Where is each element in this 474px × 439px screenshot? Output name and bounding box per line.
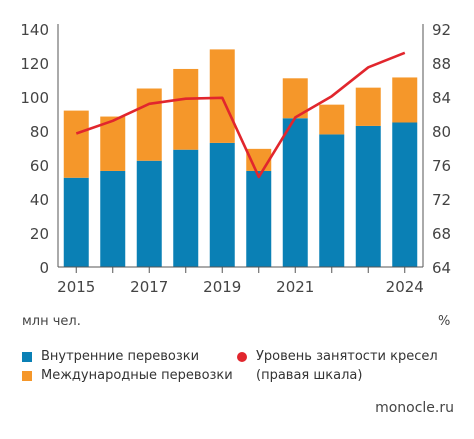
x-tick-label: 2015	[57, 278, 95, 296]
bar-international	[209, 49, 235, 143]
left-tick-label: 20	[30, 225, 49, 243]
right-axis: 64 68 72 76 80 84 88 92	[432, 21, 451, 277]
right-tick-label: 72	[432, 191, 451, 209]
right-tick-label: 88	[432, 55, 451, 73]
right-tick-label: 64	[432, 259, 451, 277]
bar-domestic	[173, 149, 199, 267]
chart: 0 20 40 60 80 100 120 140 64 68 72 76 80 84 88 92 2015…	[20, 21, 451, 296]
bar-international	[355, 87, 381, 126]
bar-international	[319, 104, 345, 135]
legend-swatch-domestic	[22, 351, 32, 362]
bar-domestic	[63, 177, 89, 267]
bars	[63, 49, 418, 268]
right-tick-label: 68	[432, 225, 451, 243]
left-axis: 0 20 40 60 80 100 120 140	[20, 21, 49, 277]
bar-domestic	[100, 170, 126, 267]
left-tick-label: 40	[30, 191, 49, 209]
x-tick-label: 2021	[276, 278, 314, 296]
legend-domestic: Внутренние перевозки	[22, 347, 199, 366]
bar-international	[392, 77, 418, 123]
bar-international	[100, 116, 126, 171]
bar-domestic	[282, 118, 308, 267]
source-credit: monocle.ru	[375, 400, 454, 416]
left-tick-label: 60	[30, 157, 49, 175]
right-tick-label: 92	[432, 21, 451, 39]
bar-domestic	[246, 170, 272, 267]
bar-international	[136, 88, 162, 161]
legend-swatch-international	[22, 370, 32, 381]
left-tick-label: 100	[20, 89, 49, 107]
left-tick-label: 120	[20, 55, 49, 73]
left-axis-unit: млн чел.	[22, 314, 81, 329]
legend-label-domestic: Внутренние перевозки	[41, 349, 200, 364]
left-tick-label: 80	[30, 123, 49, 141]
left-tick-label: 140	[20, 21, 49, 39]
occupancy-polyline	[75, 51, 406, 179]
bar-domestic	[319, 134, 345, 267]
legend-swatch-occupancy	[237, 351, 247, 362]
legend-label-occupancy: Уровень занятости кресел	[256, 349, 438, 364]
x-tick-label: 2017	[130, 278, 168, 296]
bar-domestic	[392, 122, 418, 267]
legend-occupancy: Уровень занятости кресел (правая шкала)	[237, 347, 438, 385]
legend-label-international: Международные перевозки	[41, 368, 233, 383]
left-tick-label: 0	[39, 259, 49, 277]
bar-domestic	[136, 160, 162, 267]
legend-label-occupancy-note: (правая шкала)	[256, 368, 363, 383]
x-tick-label: 2024	[386, 278, 424, 296]
x-axis: 2015 2017 2019 2021 2024	[57, 267, 424, 296]
right-tick-label: 80	[432, 123, 451, 141]
bar-domestic	[209, 142, 235, 267]
bar-domestic	[355, 125, 381, 268]
right-tick-label: 76	[432, 157, 451, 175]
legend-international: Международные перевозки	[22, 366, 233, 385]
right-tick-label: 84	[432, 89, 451, 107]
right-axis-unit: %	[438, 314, 451, 329]
x-tick-label: 2019	[203, 278, 241, 296]
axes-frame	[57, 24, 424, 268]
bar-international	[63, 110, 89, 178]
occupancy-line	[75, 51, 406, 179]
bar-international	[173, 68, 199, 150]
